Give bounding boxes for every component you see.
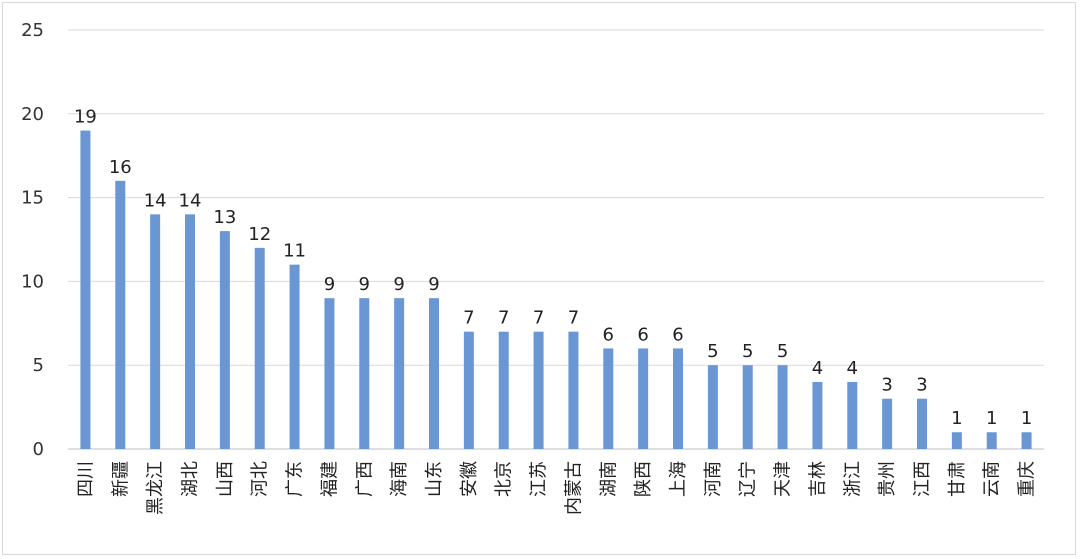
- data-label: 1: [986, 408, 997, 429]
- category-label: 黑龙江: [145, 461, 166, 515]
- data-label: 6: [637, 324, 648, 345]
- data-label: 6: [672, 324, 683, 345]
- data-label: 4: [812, 358, 823, 379]
- bar: [254, 247, 265, 449]
- category-label: 广东: [285, 461, 306, 497]
- category-label: 山东: [424, 461, 445, 497]
- category-label: 吉林: [807, 461, 828, 497]
- bar: [394, 298, 405, 449]
- data-label: 9: [359, 274, 370, 295]
- bar: [1021, 432, 1032, 449]
- bar: [603, 348, 614, 449]
- bar: [219, 231, 230, 449]
- bar: [568, 331, 579, 449]
- data-label: 4: [847, 358, 858, 379]
- bar: [986, 432, 997, 449]
- category-label: 江西: [912, 461, 933, 497]
- data-label: 3: [916, 375, 927, 396]
- data-label: 7: [568, 308, 579, 329]
- data-label: 19: [74, 107, 97, 128]
- y-tick-label: 15: [21, 188, 44, 209]
- bar: [115, 180, 126, 449]
- bar: [638, 348, 649, 449]
- data-label: 7: [498, 308, 509, 329]
- data-label: 16: [109, 157, 132, 178]
- category-label: 辽宁: [738, 461, 759, 497]
- data-label: 1: [951, 408, 962, 429]
- category-label: 内蒙古: [563, 461, 584, 515]
- category-label: 河南: [703, 461, 724, 497]
- y-tick-label: 20: [21, 104, 44, 125]
- category-label: 浙江: [842, 461, 863, 497]
- bar: [673, 348, 683, 449]
- category-label: 云南: [982, 461, 1003, 497]
- category-label: 新疆: [110, 461, 131, 497]
- category-label: 上海: [668, 461, 689, 497]
- data-label: 9: [428, 274, 439, 295]
- y-tick-label: 25: [21, 20, 44, 41]
- data-label: 12: [248, 224, 271, 245]
- bar: [150, 214, 161, 449]
- bar: [185, 214, 195, 449]
- y-tick-label: 5: [33, 355, 44, 376]
- data-label: 13: [213, 207, 236, 228]
- y-tick-label: 0: [33, 439, 44, 460]
- data-label: 14: [144, 190, 167, 211]
- data-label: 9: [324, 274, 335, 295]
- category-label: 湖南: [598, 461, 619, 497]
- category-label: 重庆: [1017, 461, 1038, 497]
- category-label: 湖北: [180, 461, 201, 497]
- data-label: 7: [463, 308, 474, 329]
- bar: [359, 298, 370, 449]
- category-label: 北京: [494, 461, 515, 497]
- data-label: 5: [707, 341, 718, 362]
- bar: [777, 365, 788, 449]
- bar: [533, 331, 544, 449]
- bar: [951, 432, 962, 449]
- data-label: 5: [777, 341, 788, 362]
- bar: [289, 264, 300, 449]
- bar: [463, 331, 474, 449]
- bar: [707, 365, 718, 449]
- data-label: 6: [603, 324, 614, 345]
- data-label: 11: [283, 241, 306, 262]
- data-label: 3: [881, 375, 892, 396]
- category-label: 福建: [319, 461, 340, 497]
- y-tick-label: 10: [21, 271, 44, 292]
- bar: [917, 398, 927, 449]
- bar: [498, 331, 509, 449]
- bar: [847, 381, 858, 449]
- category-label: 江苏: [529, 461, 550, 497]
- data-label: 9: [393, 274, 404, 295]
- category-label: 贵州: [877, 461, 898, 497]
- category-label: 海南: [389, 461, 410, 497]
- category-label: 甘肃: [947, 461, 968, 497]
- bar: [80, 130, 91, 449]
- category-label: 山西: [215, 461, 236, 497]
- category-label: 天津: [773, 461, 794, 497]
- data-label: 7: [533, 308, 544, 329]
- category-label: 安徽: [459, 461, 480, 497]
- category-label: 广西: [354, 461, 375, 497]
- data-label: 1: [1021, 408, 1032, 429]
- bar: [882, 398, 893, 449]
- bar: [429, 298, 439, 449]
- category-label: 陕西: [633, 461, 654, 497]
- data-label: 14: [179, 190, 202, 211]
- bar: [324, 298, 335, 449]
- category-label: 四川: [75, 461, 96, 497]
- bar: [812, 381, 823, 449]
- bar: [742, 365, 753, 449]
- data-label: 5: [742, 341, 753, 362]
- category-label: 河北: [250, 461, 271, 497]
